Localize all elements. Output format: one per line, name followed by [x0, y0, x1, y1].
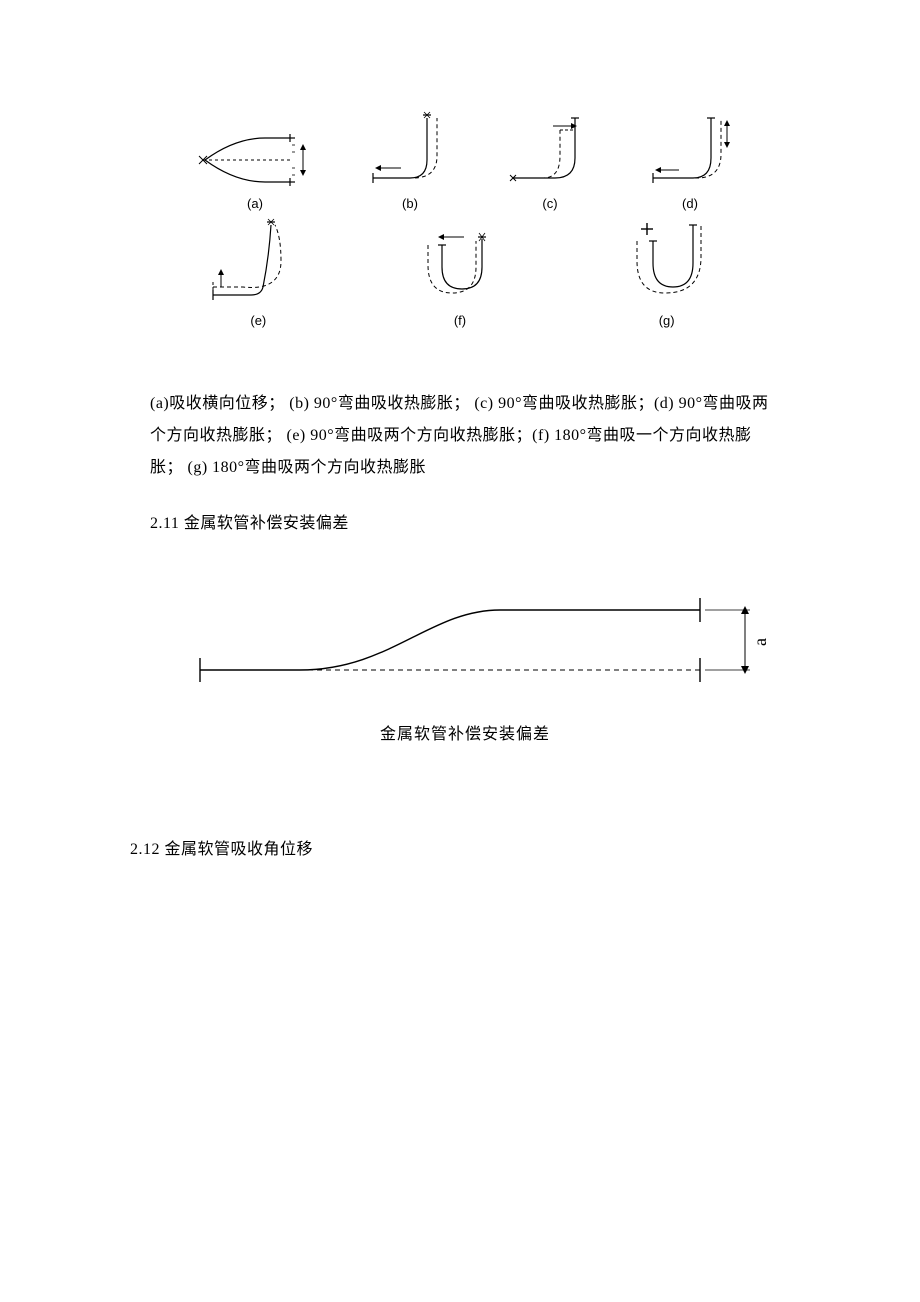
figure-row-1: (a) (b)	[195, 110, 735, 211]
subfig-c: (c)	[505, 110, 595, 211]
subfig-f: (f)	[400, 227, 520, 328]
subfig-a-svg	[195, 130, 315, 190]
subfig-a-label: (a)	[247, 196, 263, 211]
subfig-f-label: (f)	[454, 313, 466, 328]
subfig-a: (a)	[195, 130, 315, 211]
figure-row-2: (e) (f)	[195, 217, 735, 328]
subfig-e-label: (e)	[250, 313, 266, 328]
subfig-b-label: (b)	[402, 196, 418, 211]
subfig-g-svg	[607, 217, 727, 307]
subfig-c-svg	[505, 110, 595, 190]
figure-offset-caption: 金属软管补偿安装偏差	[150, 720, 780, 744]
dim-label-a: a	[750, 638, 770, 646]
document-page: (a) (b)	[0, 0, 920, 1006]
subfig-f-svg	[400, 227, 520, 307]
figure1-caption: (a)吸收横向位移； (b) 90°弯曲吸收热膨胀； (c) 90°弯曲吸收热膨…	[150, 388, 780, 484]
subfig-g: (g)	[607, 217, 727, 328]
figure-offset-svg: a	[170, 580, 790, 690]
subfig-b-svg	[365, 110, 455, 190]
subfig-e-svg	[203, 217, 313, 307]
subfig-b: (b)	[365, 110, 455, 211]
subfig-d: (d)	[645, 110, 735, 211]
subfig-d-svg	[645, 110, 735, 190]
subfig-d-label: (d)	[682, 196, 698, 211]
subfig-g-label: (g)	[659, 313, 675, 328]
figure-offset: a	[170, 580, 780, 690]
figure-grid: (a) (b)	[195, 110, 735, 328]
subfig-c-label: (c)	[542, 196, 557, 211]
section-2-12-heading: 2.12 金属软管吸收角位移	[130, 834, 780, 866]
subfig-e: (e)	[203, 217, 313, 328]
section-2-11-heading: 2.11 金属软管补偿安装偏差	[150, 508, 780, 540]
